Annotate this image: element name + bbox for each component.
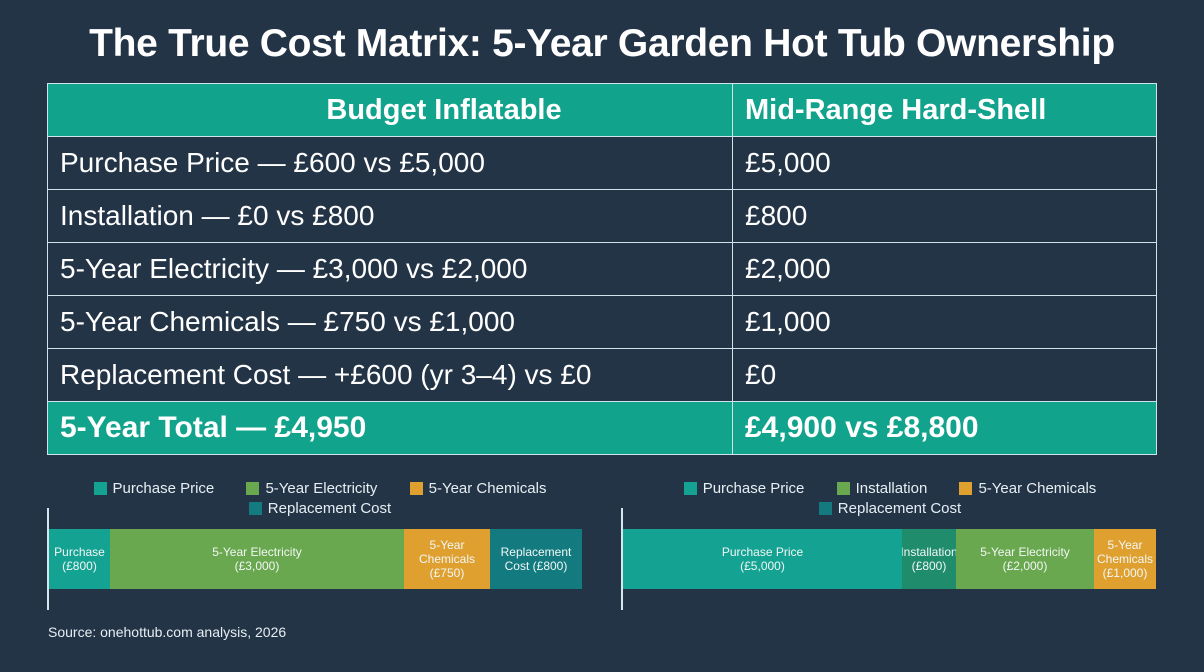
segment-label: 5-Year Electricity: [980, 545, 1070, 559]
segment-label: 5-Year: [429, 538, 465, 552]
row-label: 5-Year Electricity — £3,000 vs £2,000: [47, 242, 733, 296]
row-label: 5-Year Chemicals — £750 vs £1,000: [47, 295, 733, 349]
segment-label: Chemicals: [1096, 552, 1153, 566]
segment-installation: Installation (£800): [902, 529, 956, 589]
row-label: Purchase Price — £600 vs £5,000: [47, 136, 733, 190]
budget-inflatable-chart: Purchase Price 5-Year Electricity 5-Year…: [0, 478, 600, 618]
legend-item: Replacement Cost: [248, 499, 392, 519]
segment-value: (£750): [429, 566, 465, 580]
row-value: £5,000: [732, 136, 1157, 190]
segment-replacement: Replacement Cost (£800): [490, 529, 582, 589]
total-label: 5-Year Total — £4,950: [47, 401, 733, 455]
cost-matrix-table: Budget Inflatable Mid-Range Hard-Shell P…: [47, 83, 1157, 455]
segment-label: Purchase Price: [721, 545, 804, 559]
segment-value: Cost (£800): [504, 559, 568, 573]
legend-label: Installation: [855, 479, 928, 497]
legend-item: Replacement Cost: [818, 499, 962, 519]
segment-label: Replacement: [500, 545, 572, 559]
table-header-row: Budget Inflatable Mid-Range Hard-Shell: [47, 83, 1157, 137]
segment-label: Purchase: [54, 545, 105, 559]
mid-range-hard-shell-chart: Purchase Price Installation 5-Year Chemi…: [0, 478, 1204, 618]
segment-chemicals: 5-Year Chemicals (£750): [404, 529, 490, 589]
legend-swatch-purchase-icon: [93, 481, 107, 495]
legend-label: Purchase Price: [702, 479, 805, 497]
legend-swatch-replacement-icon: [818, 502, 832, 515]
legend-swatch-electricity-icon: [246, 481, 260, 495]
legend-swatch-purchase-icon: [683, 481, 697, 495]
stacked-bar: Purchase (£800) 5-Year Electricity (£3,000…: [49, 529, 582, 589]
segment-purchase: Purchase (£800): [49, 529, 110, 589]
page-title: The True Cost Matrix: 5-Year Garden Hot …: [89, 22, 1115, 65]
legend-label: Replacement Cost: [837, 500, 962, 517]
legend-swatch-chemicals-icon: [409, 481, 423, 495]
segment-value: (£2,000): [1002, 559, 1048, 573]
segment-label: 5-Year: [1107, 538, 1143, 552]
header-mid-range-hard-shell: Mid-Range Hard-Shell: [732, 83, 1157, 137]
legend-item: Purchase Price: [93, 478, 215, 498]
legend-swatch-installation-icon: [836, 481, 850, 495]
table-row: Installation — £0 vs £800 £800: [47, 189, 1157, 243]
legend-item: Purchase Price: [683, 478, 805, 498]
legend-item: 5-Year Chemicals: [409, 478, 547, 498]
segment-label: Installation: [902, 545, 956, 559]
segment-value: (£800): [62, 559, 97, 573]
total-row: 5-Year Total — £4,950 £4,900 vs £8,800: [47, 401, 1157, 455]
legend-label: 5-Year Electricity: [265, 479, 378, 497]
legend-label: Replacement Cost: [267, 500, 392, 517]
legend-swatch-chemicals-icon: [959, 481, 973, 495]
source-note: Source: onehottub.com analysis, 2026: [48, 624, 287, 640]
segment-value: (£800): [911, 559, 947, 573]
table-row: Replacement Cost — +£600 (yr 3–4) vs £0 …: [47, 348, 1157, 402]
segment-electricity: 5-Year Electricity (£3,000): [110, 529, 404, 589]
legend-item: 5-Year Electricity: [246, 478, 377, 498]
segment-value: (£1,000): [1102, 566, 1148, 580]
y-axis-line: [47, 508, 49, 610]
table-row: 5-Year Electricity — £3,000 vs £2,000 £2…: [47, 242, 1157, 296]
legend-item: Installation: [836, 478, 928, 498]
row-label: Installation — £0 vs £800: [47, 189, 733, 243]
chart-legend: Purchase Price Installation 5-Year Chemi…: [640, 478, 1140, 519]
chart-legend: Purchase Price 5-Year Electricity 5-Year…: [60, 478, 580, 519]
segment-label: Chemicals: [418, 552, 475, 566]
row-label: Replacement Cost — +£600 (yr 3–4) vs £0: [47, 348, 733, 402]
row-value: £1,000: [732, 295, 1157, 349]
segment-value: (£3,000): [234, 559, 280, 573]
legend-item: 5-Year Chemicals: [959, 478, 1096, 498]
segment-chemicals: 5-Year Chemicals (£1,000): [1094, 529, 1156, 589]
segment-purchase: Purchase Price (£5,000): [623, 529, 902, 589]
row-value: £0: [732, 348, 1157, 402]
row-value: £2,000: [732, 242, 1157, 296]
legend-label: 5-Year Chemicals: [978, 479, 1097, 497]
legend-label: Purchase Price: [112, 479, 215, 497]
segment-electricity: 5-Year Electricity (£2,000): [956, 529, 1094, 589]
row-value: £800: [732, 189, 1157, 243]
legend-label: 5-Year Chemicals: [428, 479, 547, 497]
segment-label: 5-Year Electricity: [212, 545, 302, 559]
table-row: Purchase Price — £600 vs £5,000 £5,000: [47, 136, 1157, 190]
total-value: £4,900 vs £8,800: [732, 401, 1157, 455]
segment-value: (£5,000): [740, 559, 785, 573]
header-budget-inflatable: Budget Inflatable: [47, 83, 733, 137]
legend-swatch-replacement-icon: [248, 502, 262, 515]
stacked-bar: Purchase Price (£5,000) Installation (£800…: [623, 529, 1156, 589]
table-row: 5-Year Chemicals — £750 vs £1,000 £1,000: [47, 295, 1157, 349]
y-axis-line: [621, 508, 623, 610]
